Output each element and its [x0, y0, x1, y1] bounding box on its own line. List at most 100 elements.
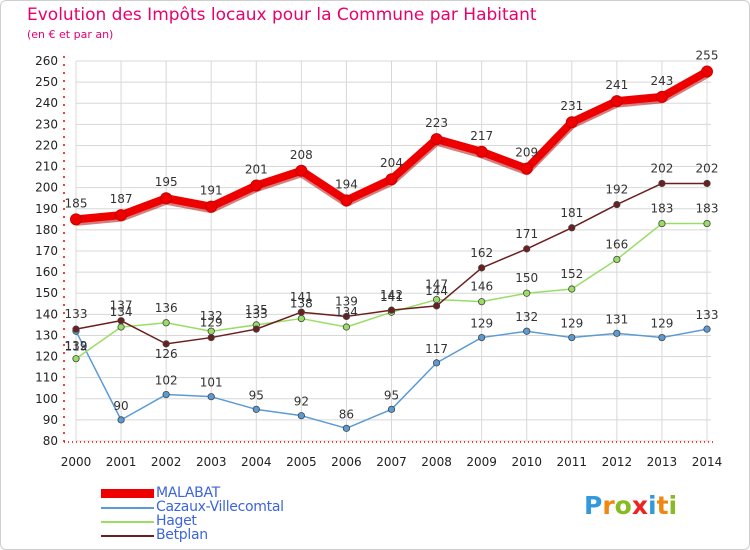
data-point	[613, 329, 621, 337]
y-tick-label: 90	[43, 413, 58, 427]
data-point	[613, 200, 621, 209]
x-tick-label: 2008	[421, 455, 452, 469]
data-point	[162, 319, 170, 327]
y-tick-label: 160	[35, 265, 58, 279]
data-point	[658, 179, 666, 188]
data-label: 129	[650, 317, 673, 331]
data-point	[658, 333, 666, 342]
data-label: 92	[294, 395, 309, 409]
data-point	[252, 325, 260, 333]
data-label: 192	[605, 183, 628, 197]
logo-letter: o	[614, 491, 632, 520]
data-label: 150	[515, 271, 538, 285]
legend-swatch	[101, 535, 154, 537]
data-label: 187	[110, 192, 133, 206]
x-tick-label: 2009	[466, 455, 497, 469]
x-tick-label: 2012	[602, 455, 633, 469]
data-point	[478, 264, 486, 272]
x-tick-label: 2003	[196, 455, 227, 469]
data-label: 141	[380, 290, 403, 304]
y-tick-label: 210	[35, 160, 58, 174]
data-point	[297, 314, 305, 323]
data-label: 131	[605, 312, 628, 326]
data-point	[430, 133, 443, 146]
data-point	[703, 179, 711, 188]
x-tick-label: 2011	[557, 455, 588, 469]
x-tick-label: 2004	[241, 455, 272, 469]
y-tick-label: 110	[35, 371, 58, 385]
data-label: 142	[380, 288, 403, 302]
data-label: 181	[560, 206, 583, 220]
data-point	[610, 95, 623, 108]
data-label: 146	[470, 280, 493, 294]
data-point	[520, 162, 533, 175]
x-tick-label: 2007	[376, 455, 407, 469]
data-label: 195	[155, 175, 178, 189]
logo-letter: i	[648, 491, 657, 520]
legend-item: Cazaux-Villecomtal	[101, 499, 361, 515]
y-tick-label: 240	[35, 96, 58, 110]
data-label: 138	[290, 297, 313, 311]
data-label: 217	[470, 129, 493, 143]
data-label: 208	[290, 148, 313, 162]
data-label: 183	[650, 202, 673, 216]
data-label: 223	[425, 116, 448, 130]
x-tick-label: 2006	[331, 455, 362, 469]
data-label: 117	[425, 342, 448, 356]
data-point	[162, 390, 170, 399]
x-tick-label: 2005	[286, 455, 317, 469]
x-tick-label: 2013	[647, 455, 678, 469]
data-point	[478, 298, 486, 306]
data-label: 95	[249, 388, 264, 402]
data-label: 129	[200, 316, 223, 330]
data-point	[162, 340, 170, 348]
data-label: 231	[560, 99, 583, 113]
data-point	[115, 209, 128, 222]
chart-subtitle: (en € et par an)	[27, 28, 114, 41]
data-label: 90	[113, 399, 128, 413]
data-label: 147	[425, 278, 448, 292]
data-point	[160, 192, 173, 205]
data-label: 183	[696, 202, 719, 216]
x-tick-label: 2010	[511, 455, 542, 469]
legend-item: MALABAT	[101, 485, 361, 501]
data-point	[117, 416, 125, 424]
data-label: 201	[245, 163, 268, 177]
logo-letter: x	[631, 491, 648, 520]
data-point	[342, 323, 351, 331]
data-label: 162	[470, 246, 493, 260]
data-point	[701, 65, 713, 78]
data-label: 241	[605, 78, 628, 92]
data-point	[70, 213, 82, 226]
data-point	[297, 308, 305, 316]
data-label: 126	[155, 347, 178, 361]
legend-label: Cazaux-Villecomtal	[156, 499, 284, 515]
data-label: 133	[65, 307, 88, 321]
data-point	[207, 393, 215, 401]
y-tick-label: 230	[35, 117, 58, 131]
data-point	[655, 90, 668, 103]
data-label: 204	[380, 156, 403, 170]
legend-item: Haget	[101, 513, 361, 529]
data-point	[117, 317, 125, 325]
data-label: 152	[560, 267, 583, 281]
data-label: 132	[200, 309, 223, 323]
data-point	[72, 355, 80, 363]
data-point	[117, 323, 125, 331]
data-label: 144	[425, 284, 448, 298]
data-point	[342, 424, 351, 432]
y-tick-label: 150	[35, 286, 58, 300]
y-tick-label: 220	[35, 138, 58, 152]
data-point	[387, 405, 396, 413]
data-label: 139	[335, 294, 358, 308]
legend-label: MALABAT	[156, 485, 220, 501]
data-point	[340, 194, 353, 207]
y-tick-label: 100	[35, 392, 58, 406]
data-label: 134	[110, 305, 133, 319]
y-tick-label: 130	[35, 328, 58, 342]
y-tick-label: 80	[43, 434, 58, 448]
data-label: 194	[335, 177, 358, 191]
y-tick-label: 190	[35, 202, 58, 216]
data-point	[432, 302, 441, 310]
